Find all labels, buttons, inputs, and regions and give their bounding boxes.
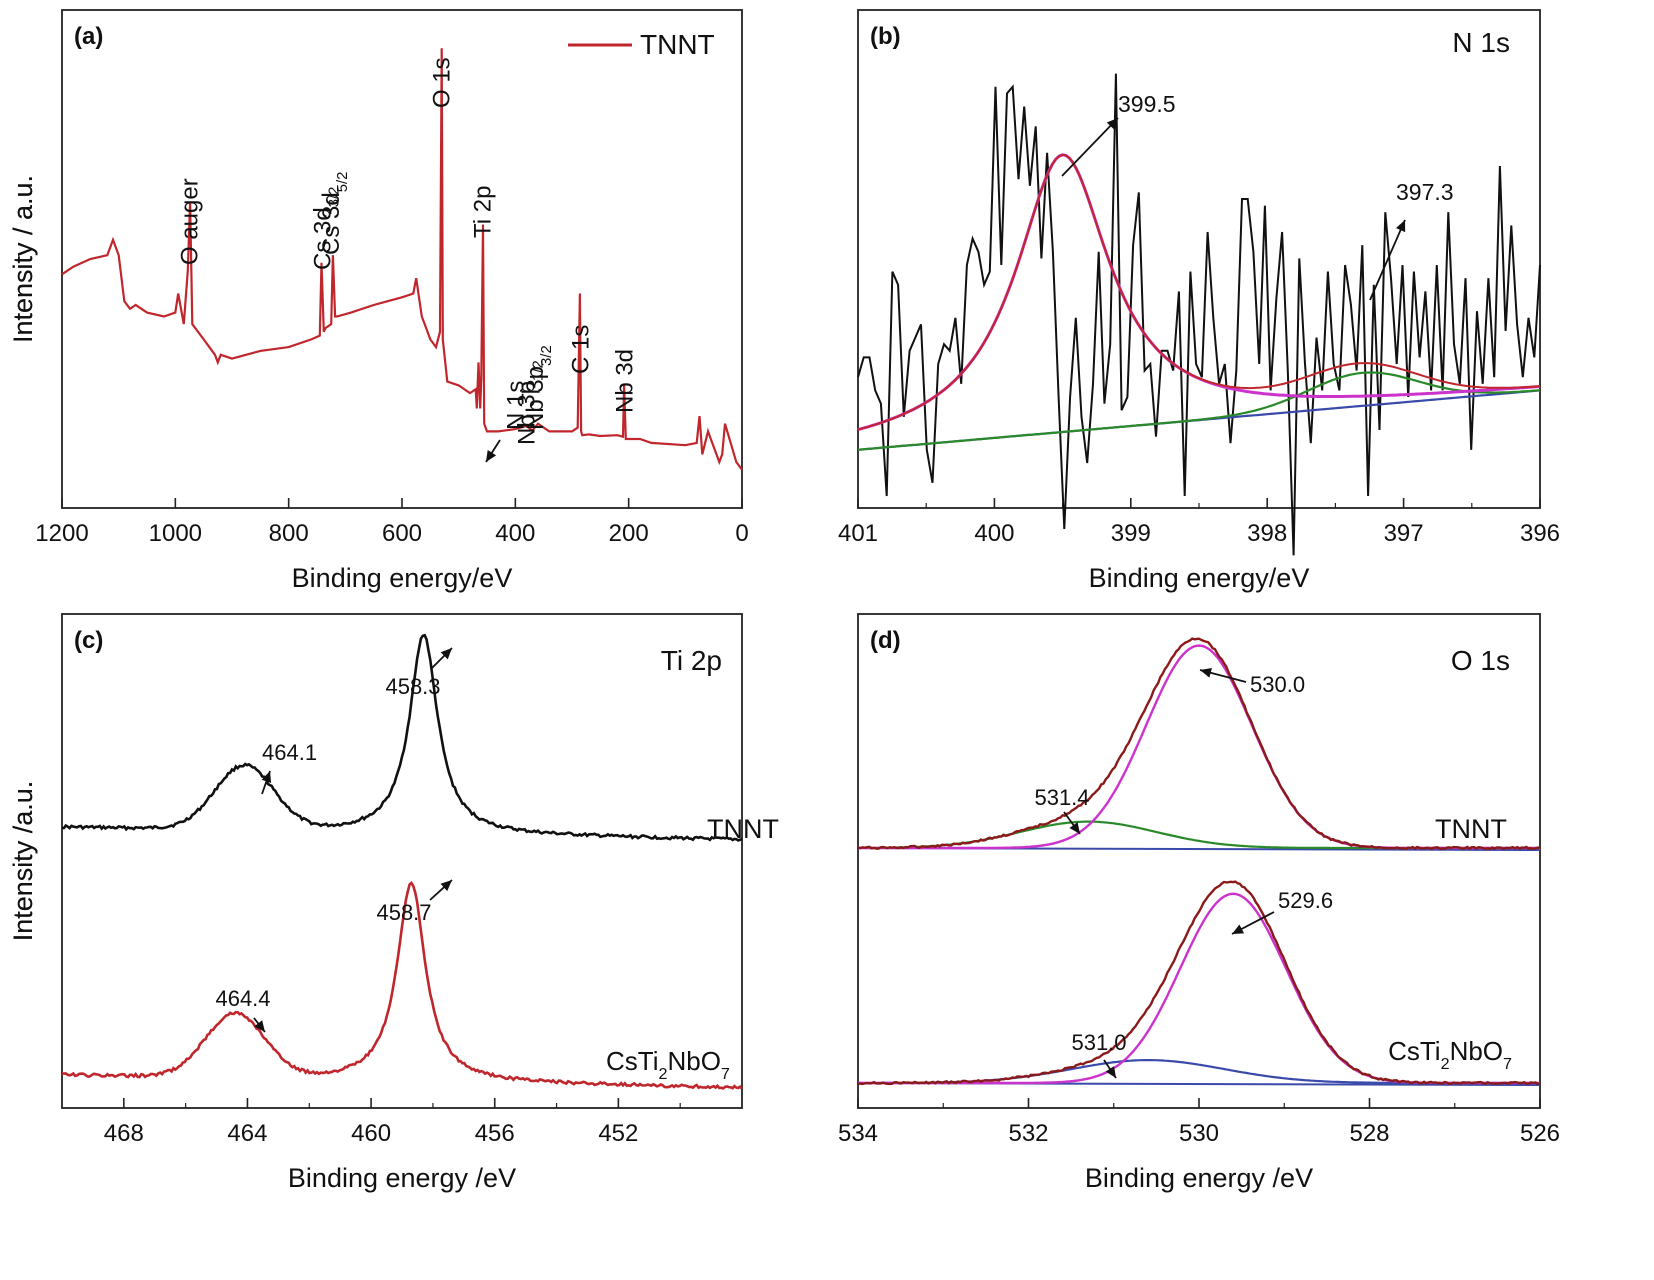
plot-frame [61,613,743,1109]
x-tick-label: 456 [475,1120,515,1147]
peak-arrow-397 [1369,219,1406,301]
panel-label: (c) [74,627,103,654]
x-axis-label: Binding energy/eV [292,563,513,593]
x-tick-label: 460 [351,1120,391,1147]
peak-label: 458.7 [376,900,431,925]
x-tick-label: 399 [1111,520,1151,547]
x-tick-label: 400 [974,520,1014,547]
peak-arrow-399 [1061,117,1119,177]
series-label: TNNT [707,814,779,844]
fit-envelope [857,153,1541,431]
legend-label: TNNT [640,29,715,60]
peak-annotation: Cs 3d5/2 [318,172,351,255]
x-tick-label: 1200 [35,520,88,547]
fit-peak-397 [857,371,1541,451]
plot-frame [857,9,1541,509]
peak-label: 529.6 [1278,888,1333,913]
x-axis-label: Binding energy /eV [1085,1163,1313,1193]
panel-c: 468 464 460 456 452 Binding energy /eV Intensi… [8,613,779,1193]
panel-label: (a) [74,23,103,50]
plot-frame [857,613,1541,1109]
peak-annotation: Ti 2p [469,186,496,238]
peak-annotation: C 1s [568,325,595,374]
peak-label-399: 399.5 [1118,91,1176,117]
y-axis-label: Intensity / a.u. [8,175,38,343]
series-label: TNNT [1435,814,1507,844]
peak-arrow-head [1200,667,1212,678]
fit-envelope [857,880,1541,1086]
peak-arrow-head [1232,924,1245,934]
peak-label-397: 397.3 [1396,179,1454,205]
y-axis-label: Intensity /a.u. [8,781,38,942]
peak-arrow-head [1105,1066,1116,1078]
panel-title: N 1s [1452,27,1510,58]
x-tick-label: 396 [1520,520,1560,547]
peak-label: 530.0 [1250,672,1305,697]
panel-d: 534 532 530 528 526 Binding energy /eV Intensi… [8,613,1560,1193]
x-tick-label: 1000 [149,520,202,547]
x-tick-label: 452 [598,1120,638,1147]
peak-label: 531.0 [1071,1030,1126,1055]
panel-a: 1200 1000 800 600 400 200 0 Binding energy/eV In… [8,9,749,593]
x-tick-label: 530 [1179,1120,1219,1147]
panel-b: 401 400 399 398 397 396 Binding energy/eV Inten… [8,9,1560,593]
n1s-arrow-head [486,450,497,462]
y-axis-label: Intensity / a.u. [8,175,38,343]
peak-arrow-head [440,880,452,892]
x-tick-label: 800 [269,520,309,547]
peak-annotation: Nb 3p1/2 [514,360,547,445]
x-tick-label: 401 [838,520,878,547]
series-label: CsTi2NbO7 [606,1046,730,1083]
series-line-tnnt [61,633,743,842]
peak-arrow-397-head [1396,220,1406,233]
series-label: CsTi2NbO7 [1388,1036,1512,1073]
x-tick-label: 397 [1384,520,1424,547]
peak-label: 458.3 [385,674,440,699]
x-tick-label: 398 [1247,520,1287,547]
peak-arrow-head [254,1020,265,1032]
panel-title: Ti 2p [661,645,722,676]
x-tick-label: 528 [1349,1120,1389,1147]
x-tick-label: 532 [1008,1120,1048,1147]
series-line-tnnt [61,48,743,471]
panel-title: O 1s [1451,645,1510,676]
x-tick-label: 534 [838,1120,878,1147]
x-axis-label: Binding energy /eV [288,1163,516,1193]
x-tick-label: 600 [382,520,422,547]
peak-label: 531.4 [1034,785,1089,810]
y-axis-label: Intensity /a.u. [8,781,38,942]
peak-label: 464.1 [262,740,317,765]
x-axis-label: Binding energy/eV [1089,563,1310,593]
peak-annotation: Cs 3d3/2 [310,187,343,270]
x-tick-label: 200 [609,520,649,547]
peak-arrow-head [261,771,272,784]
peak-annotation: Nb 3d [612,349,639,413]
peak-arrow-399-head [1106,118,1118,130]
fit-envelope [857,637,1541,851]
peak-annotation: O auger [177,178,204,265]
x-tick-label: 526 [1520,1120,1560,1147]
peak-arrow-head [1069,822,1080,834]
peak-annotation: Nb 3p3/2 [522,345,555,430]
x-tick-label: 400 [495,520,535,547]
plot-frame [61,9,743,509]
raw-data-line [857,73,1541,556]
panel-label: (d) [870,627,901,654]
x-tick-label: 468 [104,1120,144,1147]
panel-label: (b) [870,23,901,50]
x-tick-label: 464 [227,1120,267,1147]
x-tick-label: 0 [735,520,748,547]
peak-annotation: N 1s [502,381,529,430]
peak-annotation: O 1s [429,57,456,108]
series-line-cstino [61,881,743,1090]
peak-arrow-head [440,648,452,660]
peak-label: 464.4 [215,986,270,1011]
